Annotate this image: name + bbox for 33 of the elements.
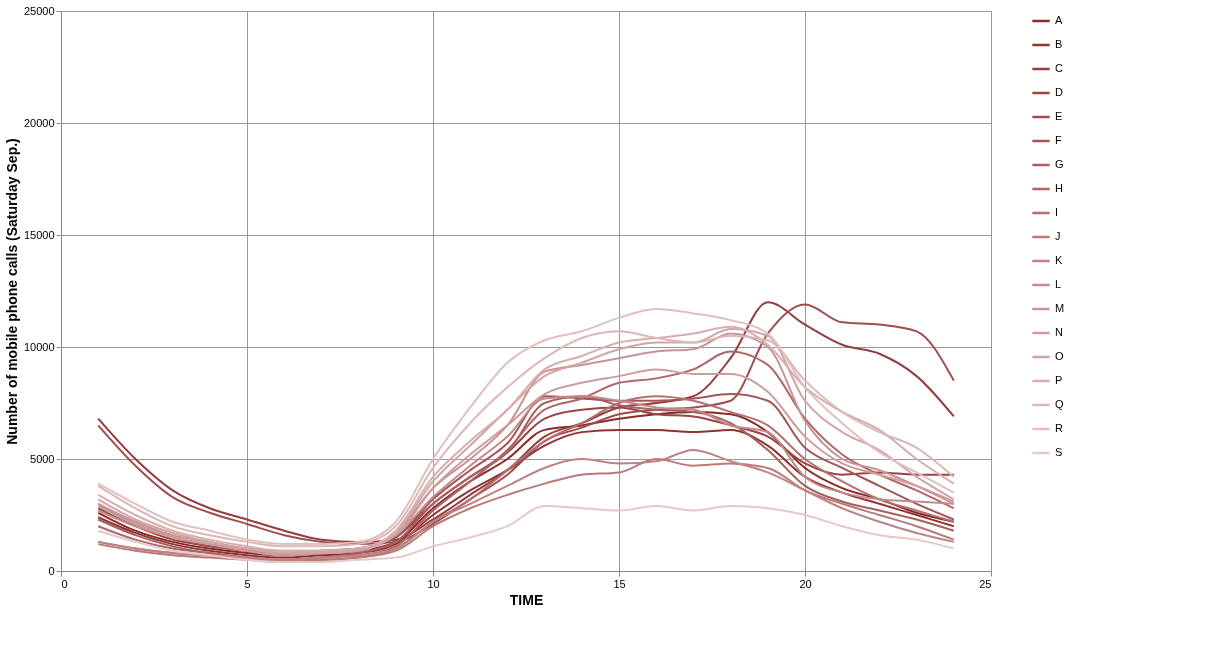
legend-label: F	[1055, 134, 1062, 146]
legend-label: C	[1055, 62, 1063, 74]
legend-label: O	[1055, 350, 1064, 362]
legend-label: M	[1055, 302, 1065, 314]
x-axis-title: TIME	[509, 591, 544, 608]
x-tick-label: 25	[979, 577, 992, 590]
x-tick-label: 15	[613, 577, 626, 590]
legend-label: P	[1055, 374, 1063, 386]
y-tick-label: 25000	[23, 4, 55, 17]
legend-label: A	[1055, 14, 1063, 26]
y-tick-label: 0	[48, 564, 55, 577]
x-tick-label: 0	[61, 577, 68, 590]
y-tick-label: 15000	[23, 228, 55, 241]
y-tick-label: 10000	[23, 340, 55, 353]
legend-label: R	[1055, 422, 1063, 434]
x-tick-label: 20	[799, 577, 812, 590]
x-tick-label: 5	[244, 577, 251, 590]
legend-label: I	[1055, 206, 1059, 218]
legend-label: L	[1055, 278, 1062, 290]
legend-label: D	[1055, 86, 1063, 98]
legend-label: K	[1055, 254, 1063, 266]
legend-label: J	[1055, 230, 1061, 242]
x-tick-label: 10	[427, 577, 440, 590]
legend-label: Q	[1055, 398, 1064, 410]
y-tick-label: 5000	[30, 452, 55, 465]
y-axis-title: Number of mobile phone calls (Saturday Sep.)	[3, 138, 20, 445]
legend-label: S	[1055, 446, 1063, 458]
legend-label: E	[1055, 110, 1063, 122]
legend-label: G	[1055, 158, 1064, 170]
y-tick-label: 20000	[23, 116, 55, 129]
legend-label: N	[1055, 326, 1063, 338]
legend-label: H	[1055, 182, 1063, 194]
legend-label: B	[1055, 38, 1063, 50]
